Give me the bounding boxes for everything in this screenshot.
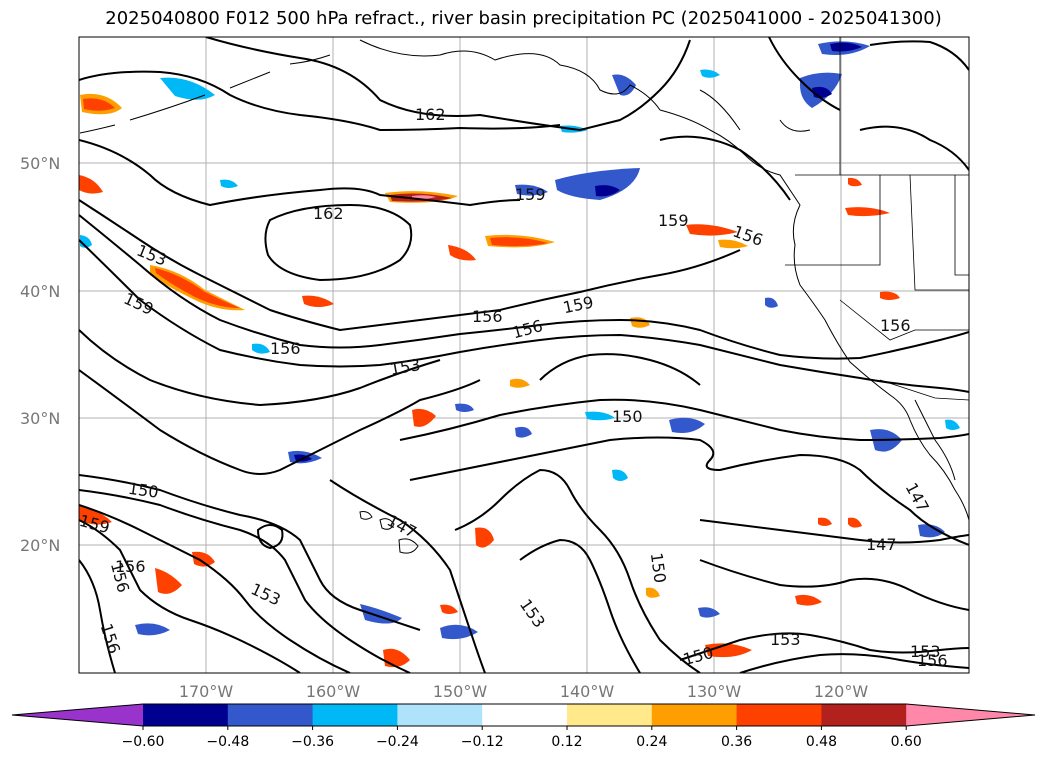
lat-label-30n: 30°N bbox=[20, 409, 60, 428]
colorbar-tick-label: 0.36 bbox=[721, 734, 752, 750]
colorbar-swatch bbox=[312, 704, 398, 726]
contour-label: 147 bbox=[866, 535, 897, 554]
colorbar-swatch bbox=[12, 704, 143, 726]
colorbar-swatch bbox=[651, 704, 738, 726]
contour-label: 162 bbox=[313, 204, 344, 223]
colorbar-tick-label: −0.24 bbox=[376, 734, 419, 750]
colorbar-tick-label: 0.48 bbox=[806, 734, 837, 750]
positive-anomaly-patches bbox=[79, 93, 900, 668]
contour-label: 153 bbox=[910, 642, 941, 661]
lon-label-160w: 160°W bbox=[306, 682, 361, 701]
contour-label: 156 bbox=[472, 307, 503, 326]
lon-label-120w: 120°W bbox=[814, 682, 869, 701]
colorbar-tick-label: −0.60 bbox=[122, 734, 165, 750]
contour-labels: 162 162 159 159 159 159 156 156 156 156 … bbox=[79, 105, 948, 670]
contour-label: 156 bbox=[270, 339, 301, 358]
contour-label: 153 bbox=[770, 630, 801, 649]
contour-label: 159 bbox=[515, 185, 546, 204]
contour-label: 150 bbox=[647, 551, 670, 584]
contour-label: 150 bbox=[127, 479, 160, 502]
colorbar: −0.60 −0.48 −0.36 −0.24 −0.12 0.12 0.24 0.36 0.4… bbox=[11, 703, 1036, 750]
colorbar-tick-label: 0.24 bbox=[636, 734, 667, 750]
contour-label: 156 bbox=[115, 557, 146, 576]
colorbar-tick-label: −0.48 bbox=[206, 734, 249, 750]
colorbar-swatch bbox=[736, 704, 822, 726]
colorbar-swatch bbox=[397, 704, 483, 726]
colorbar-tick-label: 0.60 bbox=[891, 734, 922, 750]
refractivity-contours bbox=[79, 37, 969, 673]
colorbar-swatch bbox=[143, 704, 229, 726]
longitude-labels: 170°W 160°W 150°W 140°W 130°W 120°W bbox=[179, 682, 869, 701]
colorbar-swatch bbox=[567, 704, 653, 726]
colorbar-tick-label: 0.12 bbox=[551, 734, 582, 750]
lon-label-140w: 140°W bbox=[560, 682, 615, 701]
gridlines bbox=[79, 37, 969, 673]
colorbar-swatch bbox=[227, 704, 314, 726]
lon-label-130w: 130°W bbox=[687, 682, 742, 701]
political-borders bbox=[785, 37, 969, 401]
contour-label: 150 bbox=[612, 407, 643, 426]
contour-label: 156 bbox=[880, 316, 911, 335]
contour-label: 159 bbox=[658, 211, 689, 230]
lon-label-150w: 150°W bbox=[433, 682, 488, 701]
latitude-labels: 50°N 40°N 30°N 20°N bbox=[20, 154, 60, 555]
colorbar-swatch bbox=[821, 704, 907, 726]
colorbar-tick-label: −0.36 bbox=[291, 734, 334, 750]
precip-anomaly-shading bbox=[79, 41, 960, 668]
plot-border bbox=[78, 36, 970, 674]
lat-label-50n: 50°N bbox=[20, 154, 60, 173]
lat-label-40n: 40°N bbox=[20, 282, 60, 301]
colorbar-swatch bbox=[906, 704, 1035, 726]
contour-label: 162 bbox=[415, 105, 446, 124]
map-title: 2025040800 F012 500 hPa refract., river … bbox=[105, 8, 942, 29]
lon-label-170w: 170°W bbox=[179, 682, 234, 701]
colorbar-tick-label: −0.12 bbox=[461, 734, 504, 750]
plot-area bbox=[79, 37, 969, 673]
lat-label-20n: 20°N bbox=[20, 536, 60, 555]
contour-label: 156 bbox=[917, 651, 948, 670]
colorbar-swatch bbox=[482, 704, 568, 726]
coastlines bbox=[79, 39, 969, 554]
